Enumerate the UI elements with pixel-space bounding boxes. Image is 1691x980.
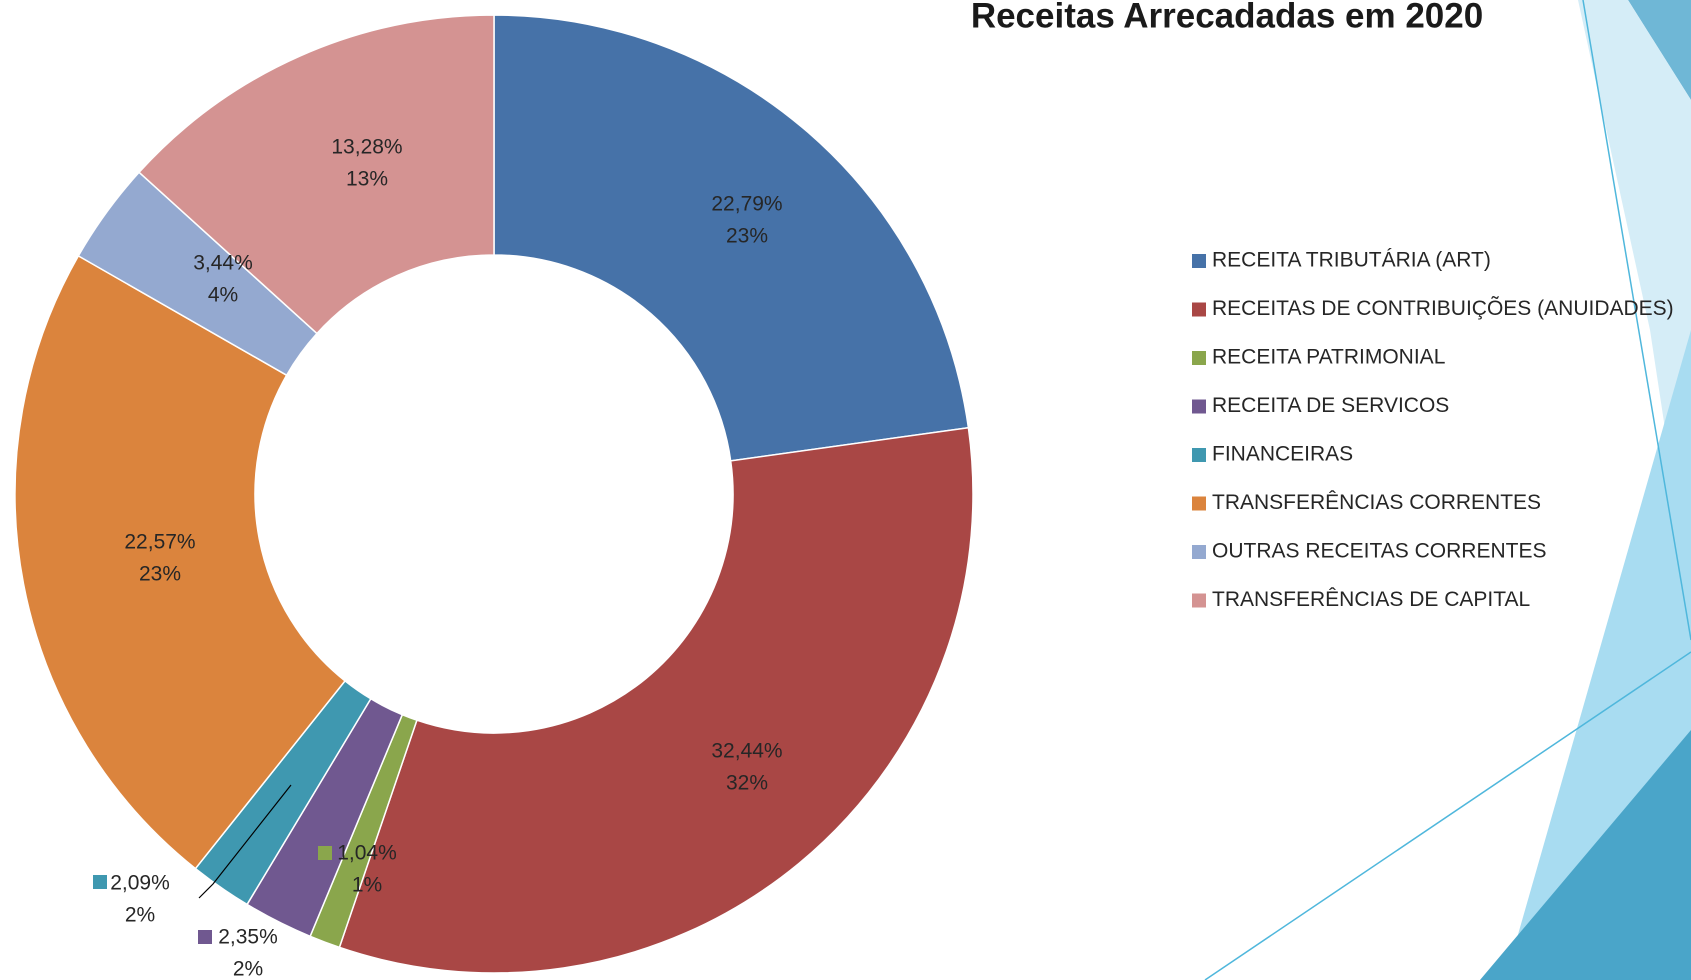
legend-swatch	[1192, 593, 1206, 608]
label-marker	[318, 846, 332, 860]
decoration	[1204, 0, 1691, 980]
slice	[338, 426, 974, 974]
label-marker	[93, 875, 107, 889]
legend-swatch	[1192, 448, 1206, 462]
data-label: 22,79%	[711, 193, 782, 216]
legend-swatch	[1192, 496, 1206, 511]
legend-swatch	[1192, 351, 1206, 365]
legend-label: RECEITA PATRIMONIAL	[1212, 346, 1445, 369]
data-label: 2%	[233, 958, 263, 980]
data-label: 22,57%	[124, 531, 195, 554]
legend-label: TRANSFERÊNCIAS DE CAPITAL	[1212, 588, 1530, 611]
data-label: 4%	[208, 284, 238, 307]
chart-title: Receitas Arrecadadas em 2020	[971, 0, 1483, 35]
data-label: 23%	[726, 225, 768, 248]
legend-swatch	[1192, 545, 1206, 559]
legend-label: RECEITA DE SERVICOS	[1212, 394, 1449, 417]
legend-label: TRANSFERÊNCIAS CORRENTES	[1212, 491, 1541, 514]
label-marker	[198, 930, 212, 944]
data-label: 3,44%	[193, 252, 253, 275]
legend-label: RECEITAS DE CONTRIBUIÇÕES (ANUIDADES)	[1212, 296, 1674, 320]
data-label: 32%	[726, 772, 768, 795]
legend-label: FINANCEIRAS	[1212, 443, 1353, 466]
legend-swatch	[1192, 302, 1206, 317]
deco-triangle	[1578, 0, 1691, 600]
legend-label: OUTRAS RECEITAS CORRENTES	[1212, 540, 1546, 563]
data-label: 13%	[346, 168, 388, 191]
deco-line	[1582, 0, 1691, 641]
data-label: 13,28%	[331, 136, 402, 159]
slice	[14, 254, 347, 870]
legend-label: RECEITA TRIBUTÁRIA (ART)	[1212, 249, 1491, 272]
data-label: 32,44%	[711, 740, 782, 763]
data-label: 1%	[352, 874, 382, 897]
data-label: 2,35%	[218, 926, 278, 949]
legend-swatch	[1192, 254, 1206, 268]
slice	[493, 14, 970, 462]
data-label: 2,09%	[110, 872, 170, 895]
data-label: 2%	[125, 904, 155, 927]
slice	[138, 14, 495, 335]
data-label: 1,04%	[337, 842, 397, 865]
legend-swatch	[1192, 399, 1206, 414]
leader-line	[198, 784, 292, 899]
data-label: 23%	[139, 563, 181, 586]
deco-line	[1204, 651, 1691, 980]
deco-triangle	[1480, 730, 1691, 980]
